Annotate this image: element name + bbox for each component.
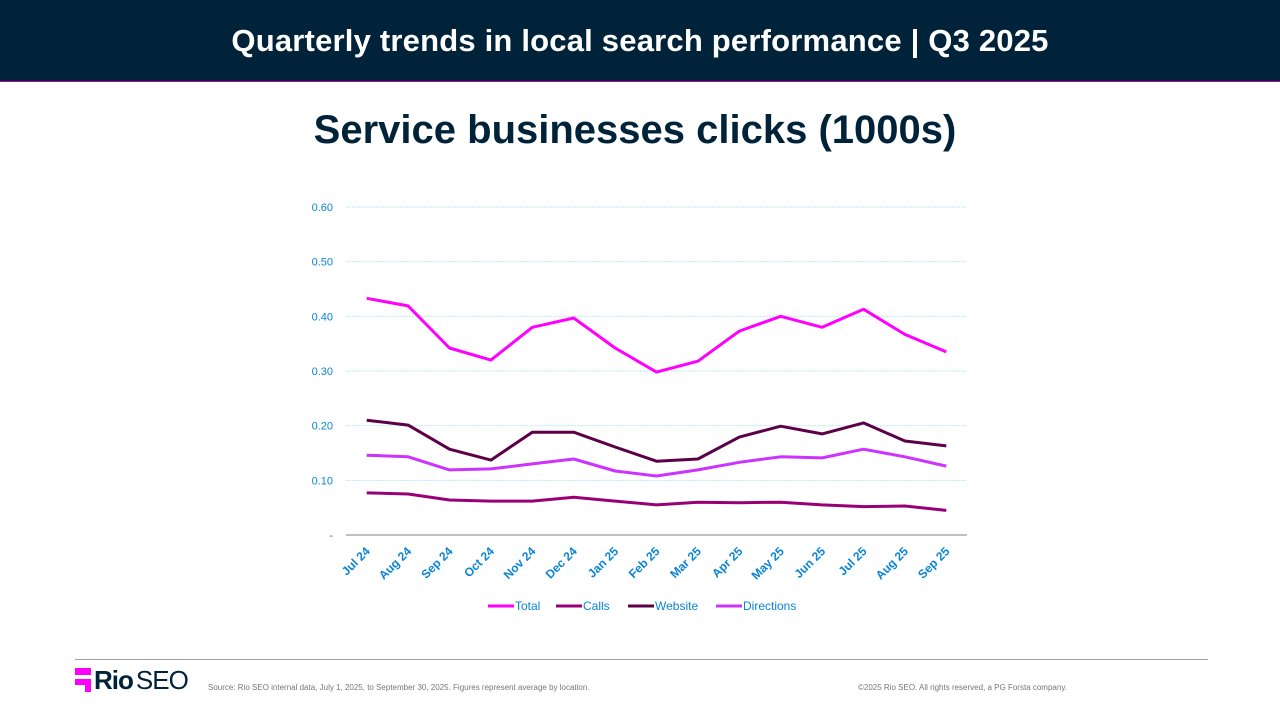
footer-divider <box>75 659 1208 660</box>
x-tick-label: Oct 24 <box>461 544 497 580</box>
x-tick-label: Feb 25 <box>626 544 663 581</box>
x-tick-label: Nov 24 <box>501 544 539 582</box>
slide-header: Quarterly trends in local search perform… <box>0 0 1280 82</box>
legend-label-total: Total <box>515 599 540 613</box>
slide-title: Quarterly trends in local search perform… <box>231 22 1049 58</box>
y-tick-label: 0.30 <box>312 366 333 378</box>
legend-label-directions: Directions <box>743 599 796 613</box>
x-tick-label: Dec 24 <box>543 544 580 581</box>
x-tick-label: Jul 25 <box>836 544 870 578</box>
y-tick-label: 0.40 <box>312 311 333 323</box>
chart-title: Service businesses clicks (1000s) <box>313 108 957 152</box>
x-tick-label: May 25 <box>749 544 787 582</box>
x-tick-label: Sep 24 <box>418 544 455 581</box>
x-tick-label: Sep 25 <box>915 544 952 581</box>
legend-label-calls: Calls <box>583 599 610 613</box>
y-tick-label: 0.60 <box>312 202 333 214</box>
x-tick-label: Jan 25 <box>585 544 622 581</box>
logo-mark-icon <box>75 668 91 692</box>
y-tick-label: 0.50 <box>312 257 333 269</box>
y-tick-label: - <box>329 530 333 542</box>
y-tick-label: 0.10 <box>312 475 333 487</box>
logo-text-seo: SEO <box>135 664 189 695</box>
rio-seo-logo: Rio SEO <box>75 664 189 695</box>
series-line-total <box>366 296 947 374</box>
series-line-website <box>366 418 947 463</box>
x-tick-label: Apr 25 <box>709 544 746 581</box>
x-tick-label: Mar 25 <box>667 544 704 581</box>
series-line-directions <box>366 447 947 478</box>
x-tick-label: Aug 24 <box>376 544 414 582</box>
x-tick-label: Jul 24 <box>339 544 373 578</box>
source-note: Source: Rio SEO internal data, July 1, 2… <box>208 683 590 692</box>
x-tick-label: Aug 25 <box>873 544 911 582</box>
x-tick-label: Jun 25 <box>791 544 828 581</box>
legend-label-website: Website <box>655 599 698 613</box>
logo-text-rio: Rio <box>94 664 134 695</box>
y-tick-label: 0.20 <box>312 421 333 433</box>
series-line-calls <box>366 491 947 512</box>
copyright-note: ©2025 Rio SEO. All rights reserved, a PG… <box>858 683 1067 692</box>
